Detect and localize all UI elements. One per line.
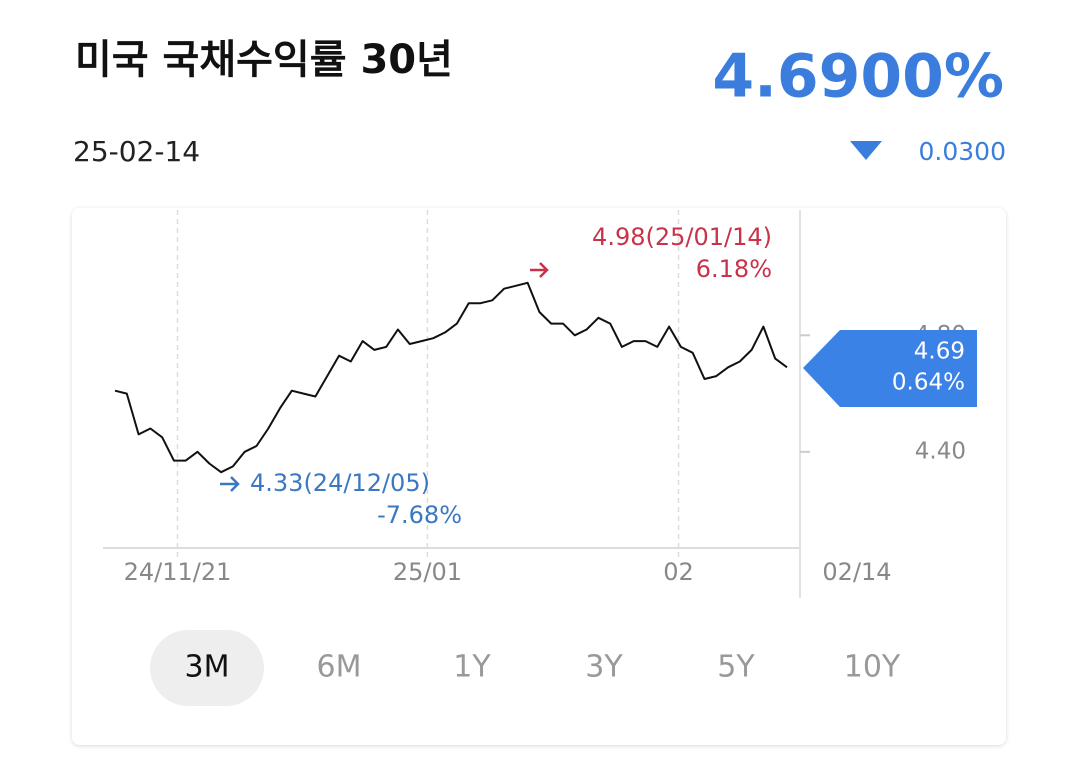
y-tick-label: 4.40 bbox=[915, 438, 966, 464]
max-arrow bbox=[530, 262, 549, 278]
price: 4.6900% bbox=[712, 42, 1004, 112]
down-icon bbox=[850, 141, 882, 160]
date: 25-02-14 bbox=[73, 135, 200, 168]
x-tick-label: 24/11/21 bbox=[124, 558, 232, 586]
period-selected-bg bbox=[150, 630, 264, 706]
last-pct: 0.64% bbox=[892, 370, 965, 396]
price-line bbox=[114, 281, 788, 474]
period-tab[interactable]: 3Y bbox=[585, 650, 623, 685]
title: 미국 국채수익률 30년 bbox=[75, 37, 453, 83]
max-label: 4.98(25/01/14) bbox=[592, 223, 772, 251]
change: 0.0300 bbox=[919, 137, 1006, 166]
x-tick-label: 25/01 bbox=[393, 558, 462, 586]
period-tab[interactable]: 10Y bbox=[844, 650, 901, 685]
last-value: 4.69 bbox=[914, 339, 965, 365]
period-tabs: 3M 6M 1Y 3Y 5Y 10Y bbox=[150, 630, 901, 706]
last-callout bbox=[803, 330, 977, 407]
min-label: 4.33(24/12/05) bbox=[250, 469, 430, 497]
current-date: 02/14 bbox=[822, 558, 891, 586]
max-pct: 6.18% bbox=[696, 255, 772, 283]
period-tab[interactable]: 6M bbox=[317, 650, 362, 685]
x-tick-label: 02 bbox=[663, 558, 694, 586]
period-tab[interactable]: 5Y bbox=[717, 650, 755, 685]
period-tab[interactable]: 3M bbox=[185, 650, 230, 685]
min-pct: -7.68% bbox=[377, 501, 462, 529]
period-tab[interactable]: 1Y bbox=[453, 650, 491, 685]
chart-card bbox=[72, 208, 1006, 745]
min-arrow bbox=[220, 476, 240, 492]
plot: 24/11/21 25/01 02 bbox=[114, 210, 788, 586]
